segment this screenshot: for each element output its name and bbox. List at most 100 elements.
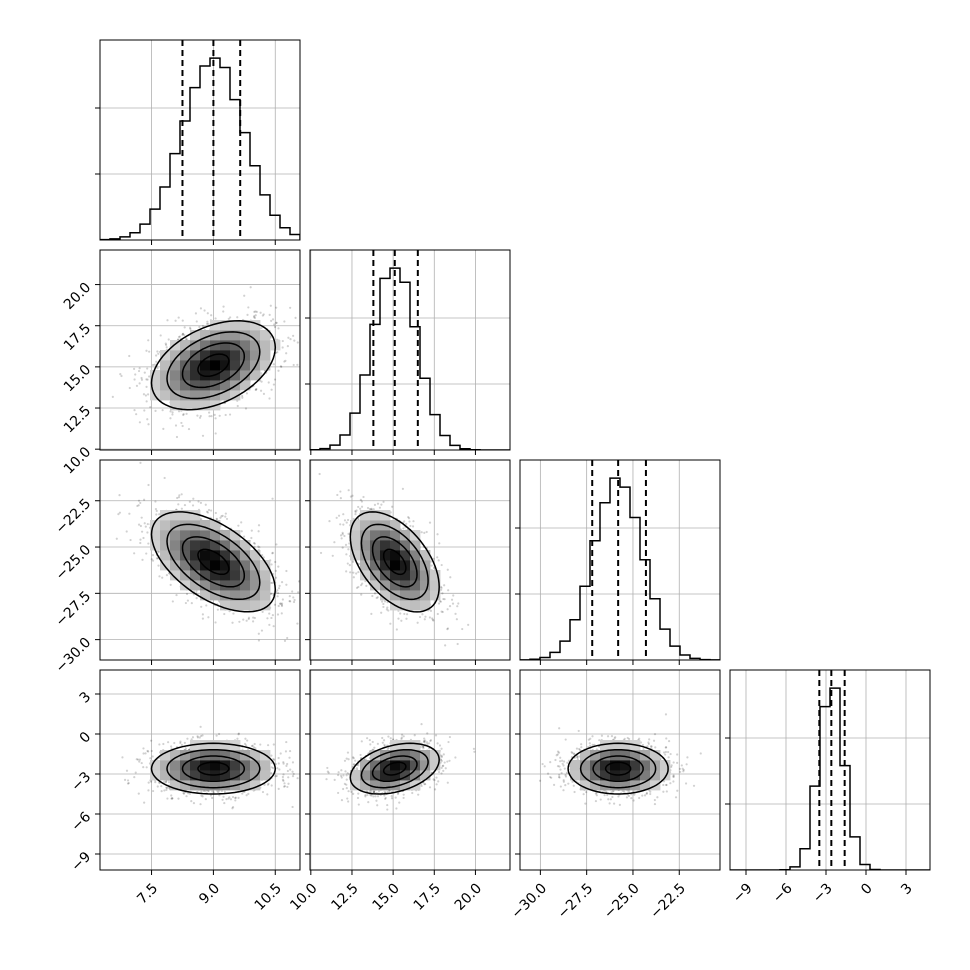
sample-point <box>182 413 185 417</box>
sample-point <box>118 494 121 497</box>
sample-point <box>165 573 169 577</box>
sample-point <box>585 790 588 794</box>
sample-point <box>271 581 274 584</box>
sample-point <box>192 801 196 805</box>
sample-point <box>420 531 423 534</box>
density-cell <box>390 750 401 761</box>
density-cell <box>390 540 401 551</box>
sample-point <box>448 605 452 608</box>
density-cell <box>160 530 171 541</box>
sample-point <box>343 519 347 522</box>
density-cell <box>600 740 611 751</box>
sample-point <box>270 766 273 769</box>
sample-point <box>217 791 220 794</box>
sample-point <box>137 523 141 526</box>
density-cell <box>230 570 241 581</box>
sample-point <box>231 621 234 624</box>
sample-point <box>436 612 439 616</box>
density-cell <box>410 550 421 561</box>
sample-point <box>442 597 445 601</box>
density-cell <box>230 390 241 401</box>
sample-point <box>383 743 386 746</box>
sample-point <box>272 743 275 746</box>
sample-point <box>653 798 656 802</box>
y-tick-label: −9 <box>68 849 94 875</box>
sample-point <box>277 587 281 590</box>
sample-point <box>257 632 260 635</box>
sample-point <box>425 741 429 744</box>
density-cell <box>160 380 171 391</box>
sample-point <box>649 745 653 748</box>
sample-point <box>164 343 168 346</box>
sample-point <box>177 316 180 319</box>
sample-point <box>139 538 142 541</box>
sample-point <box>201 734 204 737</box>
density-cell <box>420 550 431 561</box>
sample-point <box>562 779 565 782</box>
sample-point <box>134 771 137 774</box>
sample-point <box>286 762 289 766</box>
density-cell <box>590 750 601 761</box>
sample-point <box>138 421 141 424</box>
sample-point <box>180 421 183 425</box>
sample-point <box>285 583 288 586</box>
density-cell <box>170 390 181 401</box>
sample-point <box>207 508 211 512</box>
x-tick-label: 20.0 <box>452 880 485 913</box>
sample-point <box>190 800 193 803</box>
sample-point <box>246 739 249 742</box>
density-cell <box>250 600 261 611</box>
density-cell <box>230 560 241 571</box>
sample-point <box>370 508 373 511</box>
sample-point <box>383 600 387 603</box>
density-cell <box>160 370 171 381</box>
sample-point <box>192 497 195 500</box>
sample-point <box>373 791 376 794</box>
sample-point <box>270 581 273 585</box>
x-tick-label: 17.5 <box>411 880 444 913</box>
density-cell <box>190 560 201 571</box>
sample-point <box>204 503 207 506</box>
sample-point <box>446 760 449 763</box>
sample-point <box>222 305 225 308</box>
x-tick-label: 10.5 <box>252 880 285 913</box>
sample-point <box>440 610 443 613</box>
sample-point <box>438 542 441 545</box>
sample-point <box>277 327 280 330</box>
density-cell <box>210 550 221 561</box>
sample-point <box>133 367 136 370</box>
panel-3-1: 10.0 12.5 15.0 17.5 20.0 <box>287 669 511 914</box>
density-cell <box>170 350 181 361</box>
sample-point <box>180 507 183 510</box>
density-cell <box>390 560 401 571</box>
sample-point <box>556 765 560 768</box>
sample-point <box>255 310 258 313</box>
sample-point <box>319 551 323 555</box>
sample-point <box>580 743 583 746</box>
sample-point <box>357 517 360 521</box>
sample-point <box>285 352 288 355</box>
sample-point <box>208 415 211 418</box>
sample-point <box>595 794 598 797</box>
density-cell <box>220 780 231 791</box>
sample-point <box>614 736 617 739</box>
sample-point <box>345 778 348 781</box>
sample-point <box>247 617 250 621</box>
sample-point <box>361 582 364 585</box>
sample-point <box>244 737 247 740</box>
sample-point <box>292 596 295 599</box>
sample-point <box>441 610 444 614</box>
sample-point <box>178 335 182 338</box>
sample-point <box>426 742 429 746</box>
sample-point <box>409 524 412 528</box>
sample-point <box>435 776 438 779</box>
sample-point <box>339 497 342 500</box>
sample-point <box>157 550 160 553</box>
sample-point <box>335 516 338 519</box>
sample-point <box>148 350 151 353</box>
sample-point <box>437 602 441 605</box>
sample-point <box>444 644 447 647</box>
density-cell <box>250 320 261 331</box>
sample-point <box>584 802 587 805</box>
sample-point <box>156 785 159 788</box>
